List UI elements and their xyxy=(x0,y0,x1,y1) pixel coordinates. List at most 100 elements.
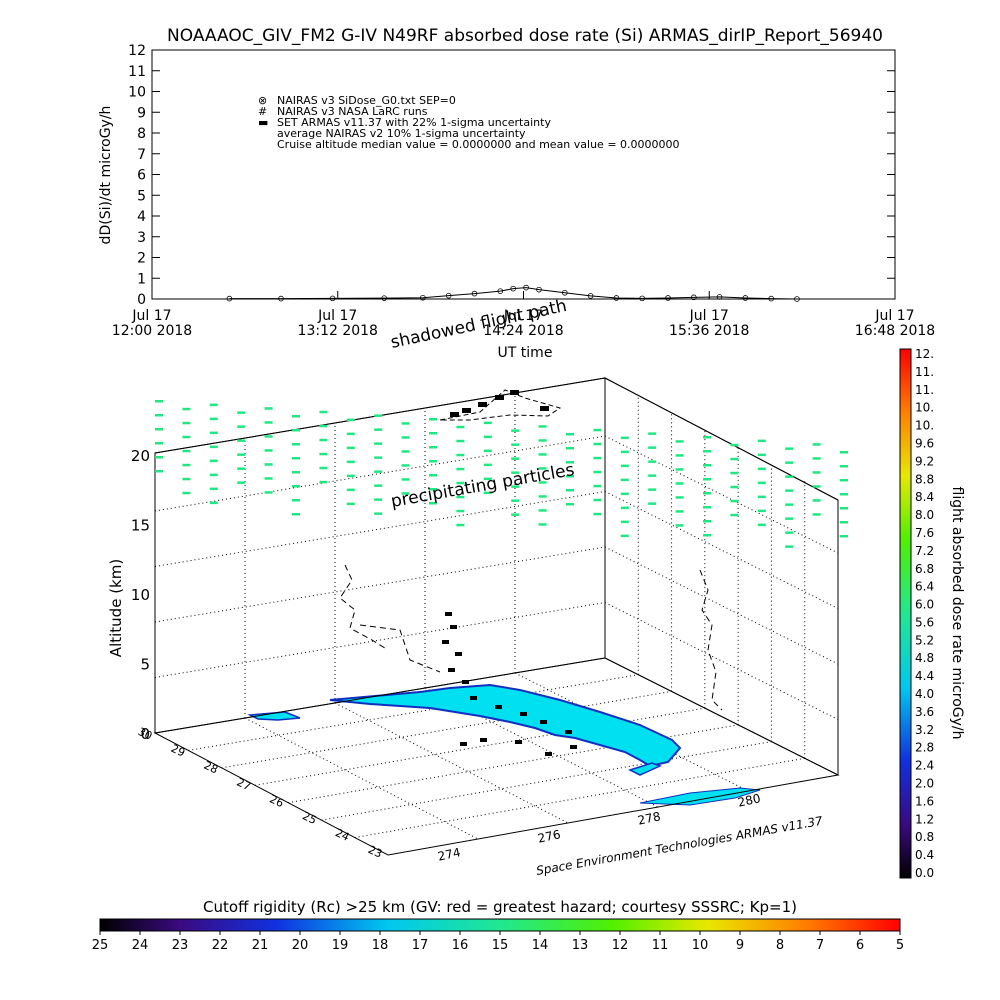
rigidity-colorbar-tick-label: 6 xyxy=(856,938,864,953)
particle-dash xyxy=(785,489,794,492)
dose-colorbar-tick-label: 4.4 xyxy=(915,669,934,683)
dose-colorbar-tick-label: 12. xyxy=(915,347,934,361)
rigidity-colorbar: Cutoff rigidity (Rc) >25 km (GV: red = g… xyxy=(92,898,904,953)
flight-track-mark xyxy=(510,390,519,395)
top-y-tick-label: 4 xyxy=(137,209,146,225)
keys-island xyxy=(628,762,662,776)
particle-dash xyxy=(374,428,383,431)
rigidity-colorbar-tick-label: 14 xyxy=(532,938,549,953)
particle-dash xyxy=(566,475,574,478)
particle-dash xyxy=(538,509,547,512)
series-point xyxy=(561,289,568,296)
particle-dash xyxy=(703,450,711,453)
shadowed-path-top xyxy=(439,389,562,421)
dose-colorbar-tick-label: 9.2 xyxy=(915,454,934,468)
particle-dash xyxy=(182,421,191,425)
particle-dash xyxy=(483,463,492,467)
series-point xyxy=(510,285,516,292)
rigidity-colorbar-tick-label: 15 xyxy=(492,938,509,953)
particle-dash xyxy=(155,442,163,445)
particle-dash xyxy=(812,443,821,446)
particle-dash xyxy=(346,418,355,422)
dose-colorbar-tick-label: 0.0 xyxy=(915,866,934,880)
particle-dash xyxy=(346,502,355,506)
particle-dash xyxy=(757,481,766,485)
particle-dash xyxy=(456,453,465,457)
flight-track-mark xyxy=(520,712,527,716)
particle-dash xyxy=(757,523,766,527)
wall-right xyxy=(604,377,839,776)
particle-dash xyxy=(703,478,711,481)
particle-dash xyxy=(785,531,794,534)
longitude-tick-label: 274 xyxy=(437,845,462,863)
legend-entry: NAIRAS v3 NASA LaRC runs xyxy=(277,105,428,118)
flight-track-mark xyxy=(442,640,449,644)
flight-track-mark xyxy=(448,668,455,672)
particle-dash xyxy=(648,488,657,491)
particle-dash xyxy=(429,446,437,449)
rigidity-colorbar-tick-label: 11 xyxy=(652,938,669,953)
particle-dash xyxy=(675,468,684,471)
rigidity-colorbar-tick-label: 22 xyxy=(212,938,229,953)
rigidity-colorbar-tick-label: 19 xyxy=(332,938,349,953)
particle-dash xyxy=(620,506,629,510)
particle-dash xyxy=(840,465,848,468)
grid-lines xyxy=(154,393,839,840)
particle-dash xyxy=(209,445,218,449)
series-point xyxy=(536,286,542,293)
rigidity-colorbar-tick-label: 5 xyxy=(896,938,904,953)
dose-colorbar-tick-label: 5.6 xyxy=(915,615,934,629)
particle-dash xyxy=(346,488,355,492)
particle-dash xyxy=(264,491,273,494)
shadowed-path-floor xyxy=(359,624,441,673)
flight-track-mark xyxy=(470,696,477,700)
rigidity-colorbar-ramp xyxy=(99,918,901,932)
particle-dash xyxy=(593,456,602,460)
particle-dash xyxy=(703,534,711,537)
series-point xyxy=(278,295,284,302)
series-point xyxy=(665,295,671,301)
series-point xyxy=(523,284,529,291)
top-x-tick-label-time: 16:48 2018 xyxy=(855,323,935,339)
top-y-tick-label: 11 xyxy=(128,64,146,80)
series-point xyxy=(639,295,645,302)
particle-dash xyxy=(593,498,602,502)
particle-dash xyxy=(620,492,629,496)
particle-dash xyxy=(648,446,657,449)
longitude-ticks: 274 276 278 280 xyxy=(437,791,762,863)
particle-dash xyxy=(812,499,821,502)
particle-dash xyxy=(155,414,163,417)
dose-colorbar-tick-label: 4.8 xyxy=(915,651,934,665)
particle-dash xyxy=(730,471,739,475)
particle-dash xyxy=(538,453,547,456)
particle-dash xyxy=(264,477,273,480)
particle-dash xyxy=(182,491,191,495)
particle-dash xyxy=(319,452,328,456)
particle-dash xyxy=(264,435,273,438)
particle-dash xyxy=(237,411,246,414)
particle-dash xyxy=(374,442,383,445)
particle-dash xyxy=(785,475,794,478)
particle-dash xyxy=(538,467,547,470)
grid-alt-right xyxy=(604,491,839,609)
dose-colorbar: 12. 11. 11. 10. 10. 9.6 9.2 8.8 8.4 8.0 7.6 7.2 6.8 6… xyxy=(899,347,965,880)
series-point xyxy=(497,288,504,294)
particle-dash xyxy=(374,414,383,417)
dose-colorbar-tick-label: 0.8 xyxy=(915,830,934,844)
top-y-tick-label: 0 xyxy=(137,292,146,308)
particle-dash xyxy=(840,493,848,496)
dose-colorbar-tick-label: 8.8 xyxy=(915,472,934,486)
top-x-tick-label-time: 15:36 2018 xyxy=(669,323,749,339)
latitude-ticks: 30 29 28 27 26 25 24 23 xyxy=(136,725,384,861)
precipitating-particles xyxy=(155,400,848,548)
particle-dash xyxy=(292,499,300,502)
rigidity-colorbar-tick-label: 13 xyxy=(572,938,589,953)
grid-alt-left xyxy=(154,435,606,512)
particle-dash xyxy=(456,523,465,527)
grid-alt-right xyxy=(604,435,839,554)
series-point xyxy=(329,295,336,302)
flight-track-mark xyxy=(565,730,572,734)
altitude-ticks: 0 5 10 15 20 xyxy=(131,447,150,743)
dose-colorbar-tick-label: 2.0 xyxy=(915,777,934,791)
